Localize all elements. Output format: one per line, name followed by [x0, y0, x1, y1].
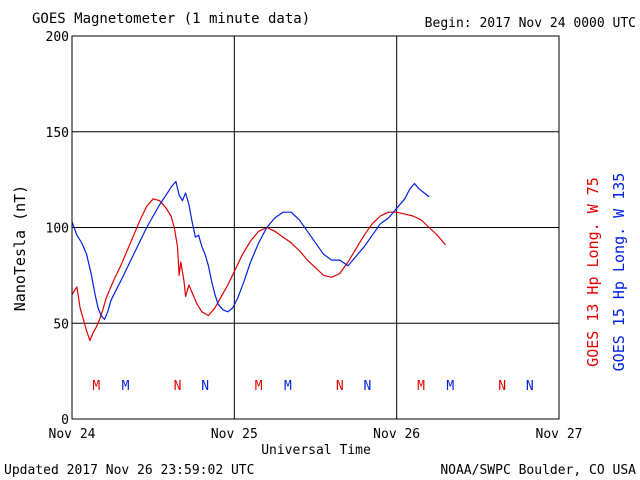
time-marker: N — [526, 379, 534, 394]
y-axis-label: NanoTesla (nT) — [11, 185, 29, 311]
chart-title: GOES Magnetometer (1 minute data) — [32, 11, 310, 27]
time-marker: M — [284, 379, 292, 394]
y-tick-label: 200 — [46, 30, 69, 45]
x-tick-label: Nov 24 — [49, 427, 96, 442]
time-marker: M — [255, 379, 263, 394]
time-marker: N — [201, 379, 209, 394]
time-marker: N — [498, 379, 506, 394]
credit-line: NOAA/SWPC Boulder, CO USA — [440, 463, 636, 478]
begin-label: Begin: 2017 Nov 24 0000 UTC — [425, 16, 636, 31]
series-line-1 — [71, 198, 446, 342]
y-tick-label: 0 — [61, 413, 69, 428]
y-tick-label: 150 — [46, 126, 69, 141]
time-marker: M — [92, 379, 100, 394]
time-marker: N — [174, 379, 182, 394]
x-axis-label: Universal Time — [261, 443, 371, 458]
time-marker: M — [122, 379, 130, 394]
x-tick-label: Nov 26 — [373, 427, 420, 442]
plot-frame — [71, 35, 560, 420]
x-tick-label: Nov 25 — [211, 427, 258, 442]
updated-timestamp: Updated 2017 Nov 26 23:59:02 UTC — [4, 463, 254, 478]
x-tick-labels: Nov 24 Nov 25 Nov 26 Nov 27 — [49, 427, 583, 442]
time-marker: N — [364, 379, 372, 394]
y-tick-label: 100 — [46, 222, 69, 237]
time-marker: M — [446, 379, 454, 394]
legend-goes13: GOES 13 Hp Long. W 75 — [584, 177, 602, 367]
time-marker: M — [417, 379, 425, 394]
y-tick-label: 50 — [53, 317, 69, 332]
grid — [71, 35, 560, 420]
series-group — [71, 180, 446, 342]
time-marker: N — [336, 379, 344, 394]
x-tick-label: Nov 27 — [536, 427, 583, 442]
legend-goes15: GOES 15 Hp Long. W 135 — [610, 173, 628, 372]
series-line-2 — [71, 180, 430, 320]
y-tick-labels: 0 50 100 150 200 — [46, 30, 69, 428]
